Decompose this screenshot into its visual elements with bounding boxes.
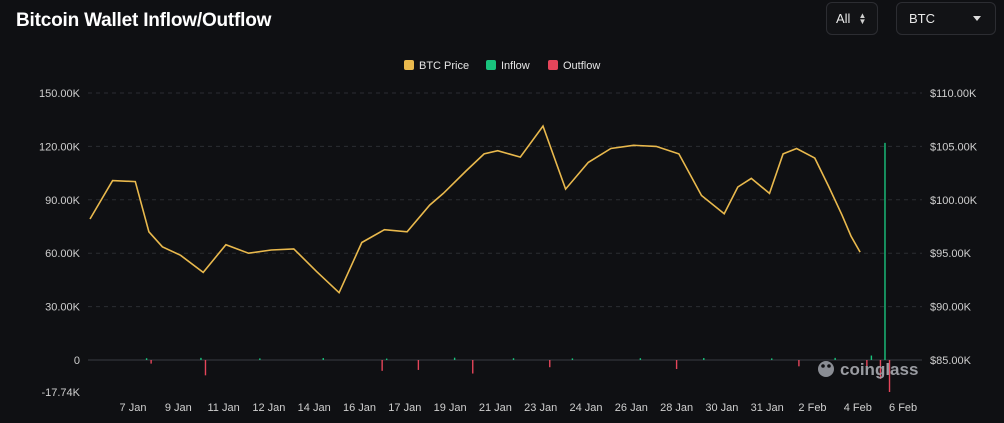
x-tick-label: 21 Jan xyxy=(479,402,512,414)
x-tick-label: 4 Feb xyxy=(844,402,872,414)
x-tick-label: 2 Feb xyxy=(798,402,826,414)
coin-select[interactable]: BTC xyxy=(896,2,996,35)
right-tick-label: $95.00K xyxy=(930,248,972,260)
x-tick-label: 9 Jan xyxy=(165,402,192,414)
x-axis: 7 Jan 9 Jan 11 Jan 12 Jan 14 Jan 16 Jan 17 Jan… xyxy=(120,402,918,414)
left-tick-label: 150.00K xyxy=(39,88,81,100)
right-tick-label: $85.00K xyxy=(930,355,972,367)
right-tick-label: $90.00K xyxy=(930,302,972,314)
x-tick-label: 11 Jan xyxy=(207,402,239,414)
x-tick-label: 14 Jan xyxy=(298,402,331,414)
x-tick-label: 6 Feb xyxy=(889,402,917,414)
coin-select-value: BTC xyxy=(909,11,935,26)
x-tick-label: 23 Jan xyxy=(524,402,557,414)
legend-label: Outflow xyxy=(563,60,600,72)
right-axis: $85.00K $90.00K $95.00K $100.00K $105.00K $11… xyxy=(930,88,978,367)
range-select-value: All xyxy=(836,11,851,26)
right-tick-label: $100.00K xyxy=(930,195,978,207)
updown-icon: ▲ ▼ xyxy=(858,10,867,26)
left-tick-label: -17.74K xyxy=(41,387,80,399)
chevron-down-icon xyxy=(973,16,981,21)
btc-price-line xyxy=(89,124,861,295)
legend-label: Inflow xyxy=(501,60,530,72)
left-tick-label: 120.00K xyxy=(39,141,81,153)
right-tick-label: $110.00K xyxy=(930,88,977,100)
x-tick-label: 26 Jan xyxy=(615,402,648,414)
x-tick-label: 28 Jan xyxy=(660,402,693,414)
x-tick-label: 17 Jan xyxy=(388,402,421,414)
legend-label: BTC Price xyxy=(419,60,469,72)
x-tick-label: 16 Jan xyxy=(343,402,376,414)
flow-bars xyxy=(145,142,891,392)
chart-grid xyxy=(88,92,922,361)
coinglass-watermark: coinglass xyxy=(818,360,918,379)
x-tick-label: 31 Jan xyxy=(751,402,784,414)
legend-swatch xyxy=(548,60,558,70)
right-tick-label: $105.00K xyxy=(930,141,978,153)
left-tick-label: 30.00K xyxy=(45,302,81,314)
x-tick-label: 24 Jan xyxy=(569,402,602,414)
x-tick-label: 19 Jan xyxy=(434,402,467,414)
left-tick-label: 90.00K xyxy=(45,195,81,207)
watermark-text: coinglass xyxy=(840,360,918,379)
legend-swatch xyxy=(404,60,414,70)
x-tick-label: 7 Jan xyxy=(120,402,147,414)
left-tick-label: 60.00K xyxy=(45,248,81,260)
chart-legend: BTC Price Inflow Outflow xyxy=(404,60,600,72)
x-tick-label: 12 Jan xyxy=(252,402,285,414)
chart-title: Bitcoin Wallet Inflow/Outflow xyxy=(16,10,272,31)
left-axis: -17.74K 0 30.00K 60.00K 90.00K 120.00K 150.00K xyxy=(39,88,81,399)
x-tick-label: 30 Jan xyxy=(705,402,738,414)
left-tick-label: 0 xyxy=(74,355,80,367)
legend-swatch xyxy=(486,60,496,70)
range-select[interactable]: All ▲ ▼ xyxy=(826,2,878,35)
